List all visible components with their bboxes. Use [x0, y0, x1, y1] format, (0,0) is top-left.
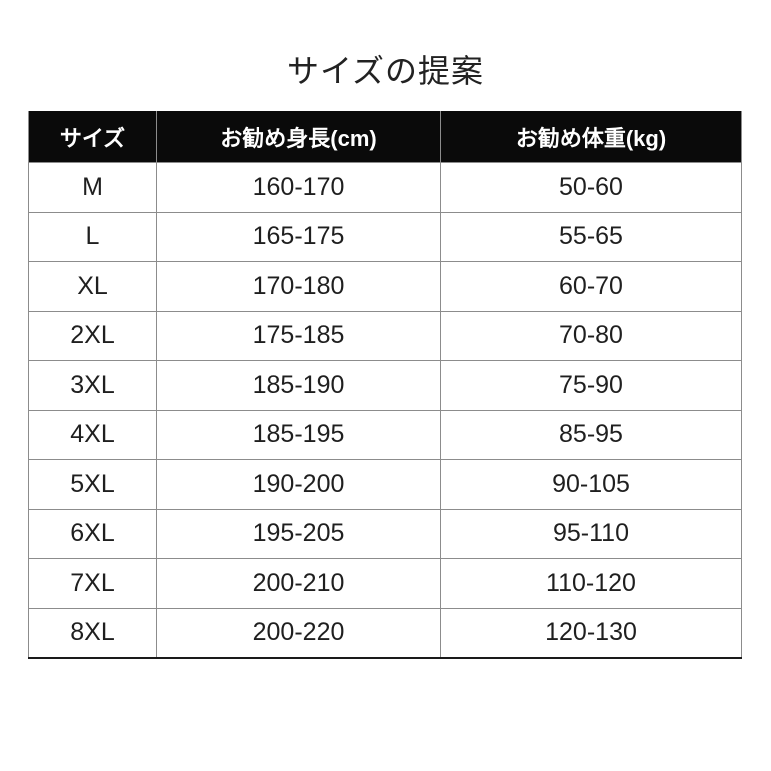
size-cell: 3XL — [28, 360, 157, 411]
table-row: 2XL 175-185 70-80 — [28, 310, 742, 361]
weight-cell: 120-130 — [440, 607, 742, 659]
size-cell: XL — [28, 261, 157, 312]
size-cell: 8XL — [28, 607, 157, 659]
table-row: 6XL 195-205 95-110 — [28, 508, 742, 559]
weight-cell: 75-90 — [440, 360, 742, 411]
table-row: 3XL 185-190 75-90 — [28, 360, 742, 411]
size-cell: 7XL — [28, 558, 157, 609]
table-row: L 165-175 55-65 — [28, 211, 742, 262]
header-row: サイズ お勧め身長(cm) お勧め体重(kg) — [28, 111, 742, 163]
height-cell: 165-175 — [156, 211, 441, 262]
table-row: 5XL 190-200 90-105 — [28, 459, 742, 510]
size-cell: 5XL — [28, 459, 157, 510]
height-cell: 160-170 — [156, 162, 441, 213]
weight-cell: 90-105 — [440, 459, 742, 510]
table-body: M 160-170 50-60 L 165-175 55-65 XL 170-180 60-70… — [28, 162, 742, 659]
height-cell: 185-190 — [156, 360, 441, 411]
height-cell: 170-180 — [156, 261, 441, 312]
weight-cell: 110-120 — [440, 558, 742, 609]
table-row: 8XL 200-220 120-130 — [28, 607, 742, 659]
table-row: 7XL 200-210 110-120 — [28, 558, 742, 609]
height-cell: 190-200 — [156, 459, 441, 510]
height-cell: 200-220 — [156, 607, 441, 659]
weight-cell: 95-110 — [440, 508, 742, 559]
table-row: M 160-170 50-60 — [28, 162, 742, 213]
height-cell: 195-205 — [156, 508, 441, 559]
column-header-weight: お勧め体重(kg) — [440, 111, 742, 163]
size-cell: L — [28, 211, 157, 262]
size-table: サイズ お勧め身長(cm) お勧め体重(kg) M 160-170 50-60 L 16… — [28, 111, 742, 659]
weight-cell: 60-70 — [440, 261, 742, 312]
table-row: 4XL 185-195 85-95 — [28, 409, 742, 460]
height-cell: 200-210 — [156, 558, 441, 609]
size-cell: 6XL — [28, 508, 157, 559]
table-header: サイズ お勧め身長(cm) お勧め体重(kg) — [28, 111, 742, 163]
weight-cell: 50-60 — [440, 162, 742, 213]
column-header-height: お勧め身長(cm) — [156, 111, 441, 163]
column-header-size: サイズ — [28, 111, 157, 163]
table-row: XL 170-180 60-70 — [28, 261, 742, 312]
size-cell: 2XL — [28, 310, 157, 361]
page-title: サイズの提案 — [286, 53, 485, 89]
weight-cell: 85-95 — [440, 409, 742, 460]
size-cell: 4XL — [28, 409, 157, 460]
weight-cell: 70-80 — [440, 310, 742, 361]
height-cell: 185-195 — [156, 409, 441, 460]
size-cell: M — [28, 162, 157, 213]
weight-cell: 55-65 — [440, 211, 742, 262]
height-cell: 175-185 — [156, 310, 441, 361]
